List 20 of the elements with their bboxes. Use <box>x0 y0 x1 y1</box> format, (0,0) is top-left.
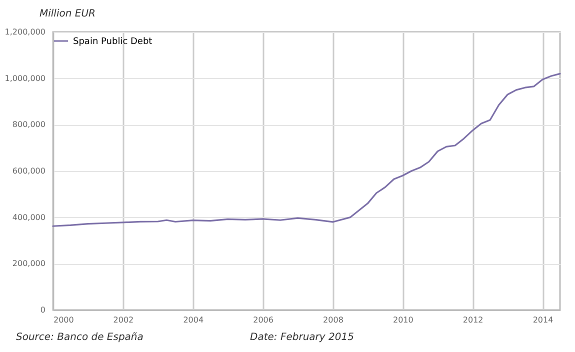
x-tick-label: 2004 <box>183 316 204 324</box>
text: Date: February 2015 <box>250 332 354 343</box>
line-series <box>52 72 561 227</box>
y-tick-label: 1,000,000 <box>4 74 46 83</box>
y-axis-title: Million EUR <box>40 8 96 20</box>
y-tick-label: 400,000 <box>12 212 46 222</box>
source-note: Source: Banco de España <box>16 332 144 343</box>
x-tick-label: 2012 <box>462 316 484 324</box>
y-tick-label: 1,200,000 <box>4 28 46 36</box>
x-tick-label: 2006 <box>253 316 274 324</box>
x-tick-label: 2000 <box>54 316 74 324</box>
y-tick-label: 0 <box>40 306 46 314</box>
x-tick-label: 2010 <box>392 316 414 324</box>
y-tick-label: 200,000 <box>12 259 46 268</box>
x-tick-label: 2002 <box>113 316 134 324</box>
x-tick-label: 2008 <box>323 316 344 324</box>
y-tick-label: 600,000 <box>12 166 46 176</box>
x-tick-label: 2014 <box>532 316 554 324</box>
legend-label: Spain Public Debt <box>73 37 153 47</box>
y-tick-label: 800,000 <box>12 120 46 130</box>
